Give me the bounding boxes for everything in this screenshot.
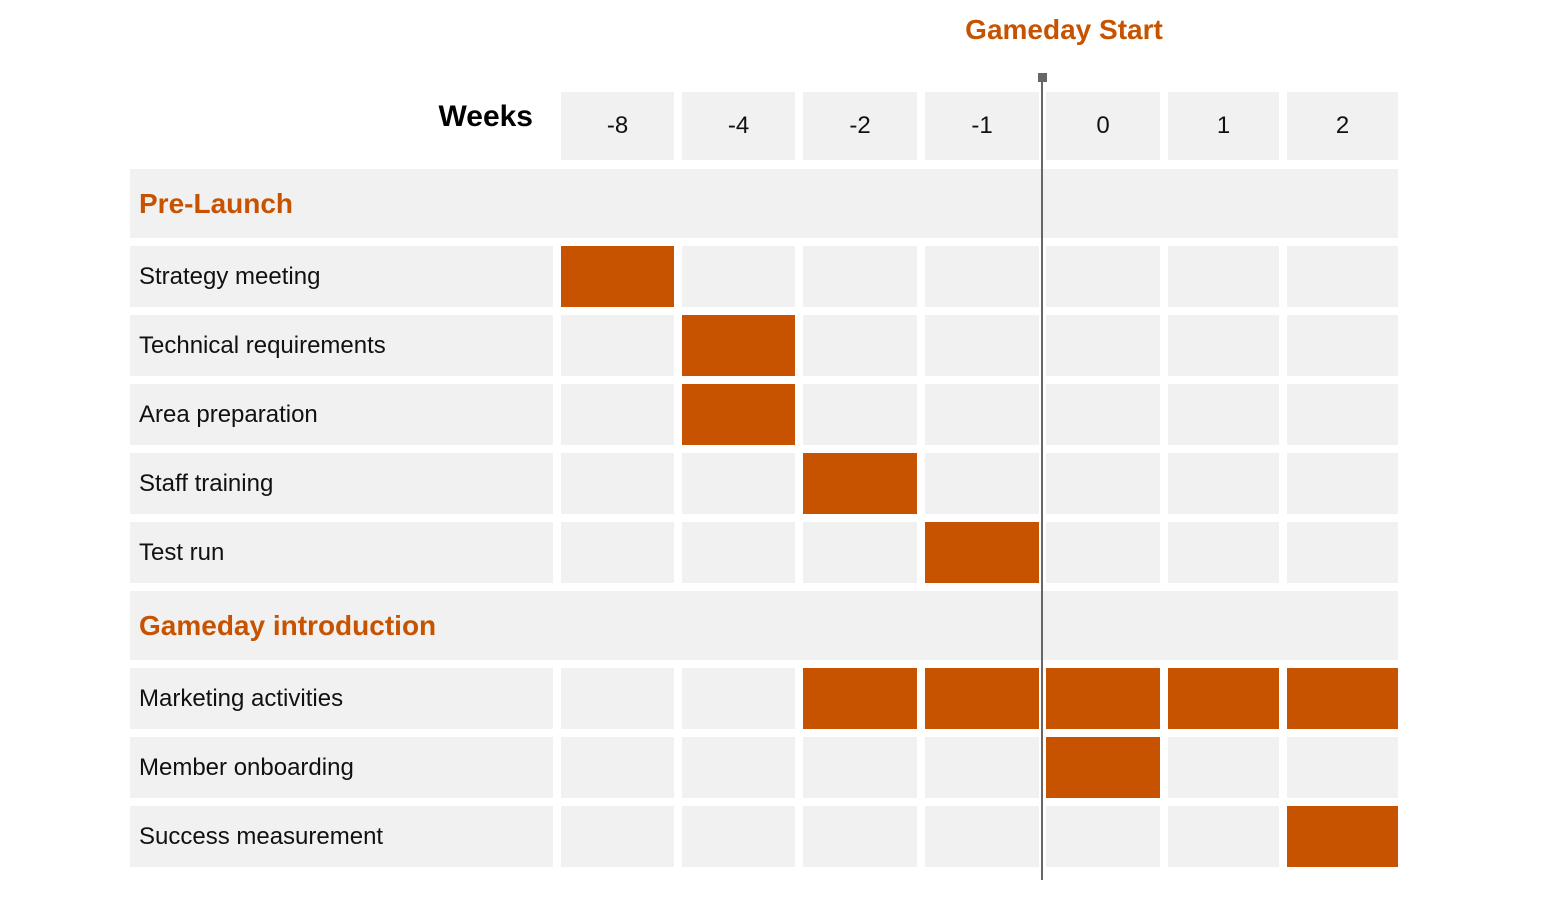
task-cell-empty xyxy=(1046,522,1160,583)
task-cell-empty xyxy=(682,522,795,583)
task-cell-empty xyxy=(803,522,917,583)
task-cell-empty xyxy=(925,384,1039,445)
task-cell-empty xyxy=(1287,453,1398,514)
task-bar-active xyxy=(1287,668,1398,729)
task-cell-empty xyxy=(1168,384,1279,445)
weeks-axis-label: Weeks xyxy=(438,100,533,133)
task-cell-empty xyxy=(1287,737,1398,798)
task-bar-active xyxy=(803,453,917,514)
task-cell-empty xyxy=(561,668,674,729)
section-header: Pre-Launch xyxy=(130,169,1398,238)
week-header-cell: -1 xyxy=(925,92,1039,160)
task-cell-empty xyxy=(1046,384,1160,445)
week-header-cell: -2 xyxy=(803,92,917,160)
task-cell-empty xyxy=(1168,737,1279,798)
task-cell-empty xyxy=(925,246,1039,307)
gameday-start-marker xyxy=(1038,73,1047,82)
task-cell-empty xyxy=(561,737,674,798)
task-cell-empty xyxy=(803,315,917,376)
week-header-cell: -4 xyxy=(682,92,795,160)
task-bar-active xyxy=(682,384,795,445)
task-cell-empty xyxy=(682,806,795,867)
task-cell-empty xyxy=(1046,315,1160,376)
task-cell-empty xyxy=(925,315,1039,376)
task-label: Staff training xyxy=(130,453,553,514)
task-cell-empty xyxy=(1168,246,1279,307)
task-cell-empty xyxy=(1287,315,1398,376)
task-cell-empty xyxy=(1168,315,1279,376)
task-cell-empty xyxy=(1168,522,1279,583)
task-cell-empty xyxy=(561,806,674,867)
task-cell-empty xyxy=(1046,453,1160,514)
task-cell-empty xyxy=(1168,453,1279,514)
task-bar-active xyxy=(803,668,917,729)
task-cell-empty xyxy=(561,315,674,376)
task-cell-empty xyxy=(803,806,917,867)
task-cell-empty xyxy=(561,522,674,583)
task-bar-active xyxy=(1168,668,1279,729)
gameday-start-label: Gameday Start xyxy=(965,14,1163,45)
task-cell-empty xyxy=(1287,246,1398,307)
task-cell-empty xyxy=(1287,522,1398,583)
task-cell-empty xyxy=(682,668,795,729)
task-cell-empty xyxy=(803,384,917,445)
task-cell-empty xyxy=(1168,806,1279,867)
task-bar-active xyxy=(561,246,674,307)
task-cell-empty xyxy=(1287,384,1398,445)
task-cell-empty xyxy=(925,806,1039,867)
task-bar-active xyxy=(925,522,1039,583)
task-cell-empty xyxy=(682,737,795,798)
task-cell-empty xyxy=(925,453,1039,514)
task-bar-active xyxy=(1046,668,1160,729)
task-label: Strategy meeting xyxy=(130,246,553,307)
task-bar-active xyxy=(1287,806,1398,867)
task-cell-empty xyxy=(682,246,795,307)
section-header: Gameday introduction xyxy=(130,591,1398,660)
task-label: Area preparation xyxy=(130,384,553,445)
week-header-cell: -8 xyxy=(561,92,674,160)
gameday-start-line xyxy=(1041,76,1043,880)
week-header-cell: 1 xyxy=(1168,92,1279,160)
task-label: Member onboarding xyxy=(130,737,553,798)
week-header-cell: 0 xyxy=(1046,92,1160,160)
task-cell-empty xyxy=(561,384,674,445)
week-header-cell: 2 xyxy=(1287,92,1398,160)
task-cell-empty xyxy=(1046,246,1160,307)
task-cell-empty xyxy=(803,737,917,798)
task-cell-empty xyxy=(925,737,1039,798)
task-cell-empty xyxy=(682,453,795,514)
task-label: Technical requirements xyxy=(130,315,553,376)
task-cell-empty xyxy=(803,246,917,307)
task-bar-active xyxy=(682,315,795,376)
task-label: Marketing activities xyxy=(130,668,553,729)
task-cell-empty xyxy=(561,453,674,514)
task-label: Success measurement xyxy=(130,806,553,867)
task-bar-active xyxy=(1046,737,1160,798)
task-label: Test run xyxy=(130,522,553,583)
task-cell-empty xyxy=(1046,806,1160,867)
task-bar-active xyxy=(925,668,1039,729)
